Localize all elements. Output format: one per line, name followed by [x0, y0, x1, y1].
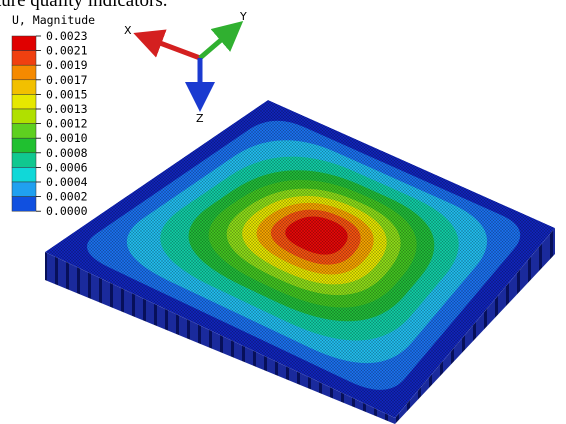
legend-label: 0.0004: [46, 175, 88, 189]
axis-triad: X Y Z: [124, 10, 247, 125]
legend-label: 0.0006: [46, 160, 88, 174]
legend-swatch: [12, 65, 36, 80]
legend-swatch: [12, 138, 36, 153]
legend-label: 0.0008: [46, 146, 88, 160]
contour-plot: ture quality indicators. X Y Z U, Magnit…: [0, 0, 566, 424]
x-arrow: [152, 40, 200, 58]
legend-label: 0.0000: [46, 204, 88, 218]
legend-label: 0.0021: [46, 44, 88, 58]
legend: U, Magnitude 0.00230.00210.00190.00170.0…: [12, 13, 95, 218]
legend-swatch: [12, 124, 36, 139]
y-arrow: [200, 34, 228, 58]
legend-label: 0.0017: [46, 73, 88, 87]
legend-label: 0.0010: [46, 131, 88, 145]
legend-swatch: [12, 51, 36, 66]
legend-label: 0.0023: [46, 29, 88, 43]
y-label: Y: [239, 10, 247, 23]
legend-swatch: [12, 182, 36, 197]
plate: [45, 100, 555, 424]
legend-swatch: [12, 197, 36, 212]
legend-title: U, Magnitude: [12, 13, 95, 27]
caption: ture quality indicators.: [0, 0, 167, 11]
legend-label: 0.0013: [46, 102, 88, 116]
mesh-overlay: [45, 100, 555, 418]
legend-swatch: [12, 167, 36, 182]
legend-label: 0.0012: [46, 117, 88, 131]
contours: [45, 100, 555, 418]
legend-swatch: [12, 109, 36, 124]
legend-swatch: [12, 80, 36, 95]
legend-label: 0.0015: [46, 87, 88, 101]
legend-label: 0.0002: [46, 190, 88, 204]
legend-label: 0.0019: [46, 58, 88, 72]
legend-swatch: [12, 36, 36, 51]
legend-swatch: [12, 153, 36, 168]
x-label: X: [124, 24, 132, 37]
z-label: Z: [196, 112, 204, 125]
legend-swatch: [12, 94, 36, 109]
